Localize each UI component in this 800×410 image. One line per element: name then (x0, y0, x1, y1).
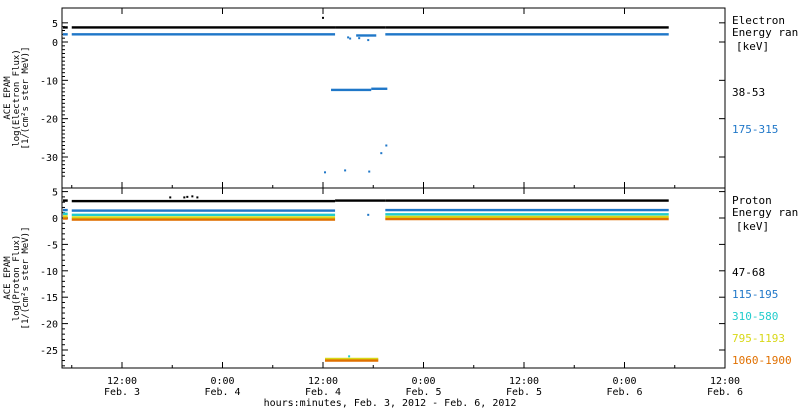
series-band-47-68-p2 (71, 199, 336, 203)
series-band-175-315-p1 (356, 34, 377, 37)
y-tick-label-p1: -30 (40, 153, 58, 164)
series-point-175-315-p1 (358, 37, 361, 40)
y-tick-label-p1: 5 (52, 19, 58, 30)
series-band-175-315-p1 (63, 33, 68, 36)
series-band-115-195-p2 (63, 208, 68, 212)
legend-item-38-53: 38-53 (732, 86, 765, 99)
series-point-115-195-p2 (367, 213, 370, 216)
series-band-1060-1900-p2 (63, 217, 68, 220)
y-axis-label-line-p1: ACE EPAM (3, 76, 13, 120)
series-point-47-68-p2 (186, 195, 189, 198)
series-point-175-315-p1 (380, 152, 383, 155)
series-band-175-315-p1 (371, 87, 388, 90)
series-band-310-580-p2 (71, 213, 336, 217)
y-tick-label-p1: 0 (52, 38, 58, 49)
y-axis-label-line-p2: ACE EPAM (3, 256, 13, 300)
series-band-115-195-p2 (385, 208, 669, 212)
legend-title-line-p2: Proton (732, 194, 772, 207)
series-point-47-68-p2 (169, 196, 172, 199)
series-point-175-315-p1 (344, 169, 347, 172)
x-axis-label: hours:minutes, Feb. 3, 2012 - Feb. 6, 20… (264, 398, 517, 409)
y-tick-label-p2: -25 (40, 346, 58, 357)
legend-item-1060-1900: 1060-1900 (732, 354, 792, 367)
series-band-795-1193-p2 (385, 215, 669, 219)
series-band-175-315-p1 (331, 88, 372, 92)
series-band-795-1193-p2 (325, 357, 379, 361)
series-point-47-68-p2 (183, 196, 186, 199)
series-point-175-315-p1 (324, 171, 327, 174)
legend-item-115-195: 115-195 (732, 288, 778, 301)
x-tick-day: Feb. 4 (305, 387, 341, 398)
y-tick-label-p2: 0 (52, 214, 58, 225)
y-tick-label-p1: -20 (40, 115, 58, 126)
y-tick-label-p2: 5 (52, 188, 58, 199)
x-tick-day: Feb. 5 (506, 387, 542, 398)
legend-title-line-p2: Energy ran (732, 206, 798, 219)
series-band-38-53-p1 (385, 26, 669, 29)
x-tick-day: Feb. 6 (606, 387, 642, 398)
series-band-47-68-p2 (63, 199, 68, 202)
series-point-310-580-p2 (348, 355, 351, 358)
series-point-175-315-p1 (347, 36, 350, 39)
series-point-175-315-p1 (367, 39, 370, 42)
legend-item-175-315: 175-315 (732, 123, 778, 136)
y-tick-label-p2: -15 (40, 293, 58, 304)
series-band-1060-1900-p2 (71, 218, 336, 221)
legend-unit-p2: [keV] (736, 220, 769, 233)
series-band-795-1193-p2 (71, 216, 336, 219)
y-tick-label-p2: -5 (46, 240, 58, 251)
x-tick-day: Feb. 3 (104, 387, 140, 398)
x-tick-day: Feb. 6 (707, 387, 743, 398)
y-axis-label-line-p2: log(Proton Flux) (12, 235, 22, 322)
plot-frame-p2 (61, 187, 726, 369)
legend-title-line-p1: Energy ran (732, 26, 798, 39)
y-tick-label-p2: -10 (40, 267, 58, 278)
series-band-310-580-p2 (63, 212, 68, 215)
series-band-38-53-p1 (63, 26, 68, 29)
y-tick-label-p1: -10 (40, 76, 58, 87)
y-tick-label-p2: -20 (40, 320, 58, 331)
series-point-47-68-p2 (191, 195, 194, 198)
series-band-38-53-p1 (335, 26, 386, 29)
series-band-175-315-p1 (385, 33, 669, 36)
x-tick-time: 12:00 (308, 376, 338, 387)
series-band-1060-1900-p2 (325, 359, 379, 362)
series-point-175-315-p1 (368, 170, 371, 173)
x-tick-day: Feb. 4 (204, 387, 240, 398)
legend-title-line-p1: Electron (732, 14, 785, 27)
legend-item-795-1193: 795-1193 (732, 332, 785, 345)
series-point-38-53-p1 (322, 16, 324, 19)
x-tick-time: 12:00 (509, 376, 539, 387)
x-tick-time: 12:00 (107, 376, 137, 387)
series-band-38-53-p1 (71, 26, 336, 29)
x-tick-time: 0:00 (612, 376, 636, 387)
legend-unit-p1: [keV] (736, 40, 769, 53)
series-point-47-68-p2 (196, 196, 199, 199)
series-band-115-195-p2 (71, 209, 336, 212)
x-tick-day: Feb. 5 (405, 387, 441, 398)
x-tick-time: 0:00 (210, 376, 234, 387)
series-point-175-315-p1 (385, 144, 388, 147)
series-band-47-68-p2 (385, 199, 669, 202)
series-point-175-315-p1 (349, 37, 352, 40)
y-axis-label-line-p2: [1/(cm²s ster MeV)] (21, 227, 31, 330)
legend-item-47-68: 47-68 (732, 266, 765, 279)
y-axis-label-line-p1: log(Electron Flux) (12, 49, 22, 147)
x-tick-time: 12:00 (710, 376, 740, 387)
series-band-310-580-p2 (385, 213, 669, 216)
legend-item-310-580: 310-580 (732, 310, 778, 323)
y-axis-label-line-p1: [1/(cm²s ster MeV)] (21, 47, 31, 150)
x-tick-time: 0:00 (411, 376, 435, 387)
series-band-175-315-p1 (71, 33, 336, 36)
series-band-1060-1900-p2 (385, 217, 669, 221)
series-band-47-68-p2 (335, 199, 386, 202)
series-band-795-1193-p2 (63, 215, 68, 218)
